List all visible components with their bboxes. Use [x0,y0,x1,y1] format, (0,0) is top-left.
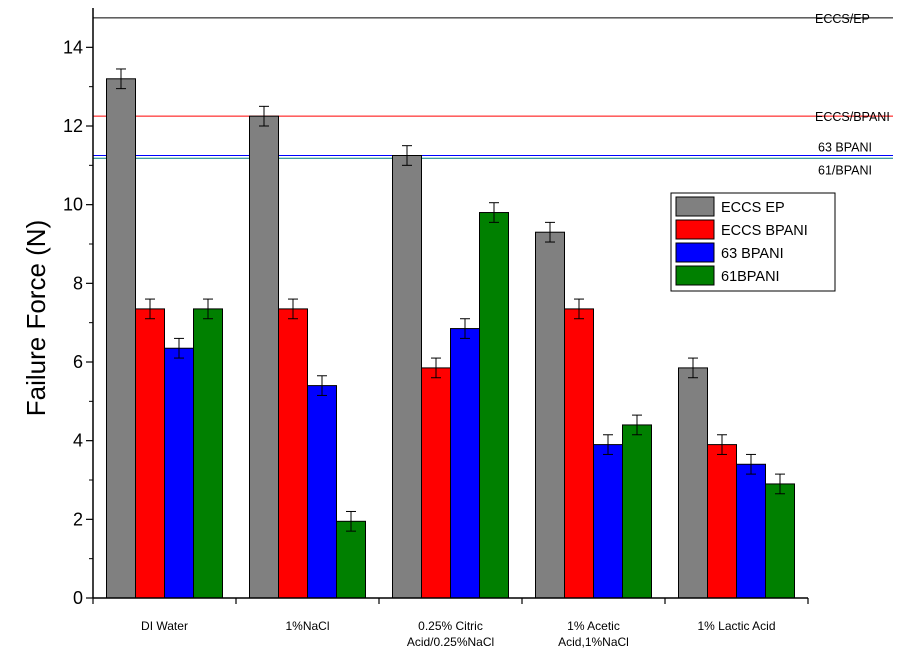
bar [278,308,308,599]
legend-label: 61BPANI [721,269,780,285]
x-category-label: 1% Lactic Acid [697,619,775,633]
y-tick-label: 12 [63,116,83,136]
bar [736,463,766,599]
bar [106,78,136,599]
bar [450,328,480,599]
bar [164,347,194,599]
bar [678,367,708,599]
x-category-label: 1% Acetic Acid,1%NaCl [558,619,629,649]
x-category-label-line: Acid/0.25%NaCl [407,635,494,649]
reference-line-labels: ECCS/EP ECCS/BPANI 63 BPANI 61/BPANI [815,12,890,177]
y-tick-label: 8 [73,273,83,293]
bar [135,308,165,599]
x-category-label-line: 1%NaCl [285,619,329,633]
x-category-label: 0.25% Citric Acid/0.25%NaCl [407,619,494,649]
x-category-label: 1%NaCl [285,619,329,633]
y-tick-label: 6 [73,352,83,372]
bar [307,385,337,599]
axes: 0 2 4 6 8 10 12 14 DI Water 1%NaCl 0.25% Citric Aci… [63,8,809,649]
bar [707,444,737,599]
x-category-label-line: DI Water [141,619,188,633]
bar [392,155,422,599]
reference-lines [93,17,893,159]
reference-line-label: ECCS/BPANI [815,110,890,124]
legend-label: ECCS EP [721,200,785,216]
legend-swatch [675,196,715,217]
y-tick-label: 0 [73,588,83,608]
legend-label: ECCS BPANI [721,223,808,239]
y-tick-label: 14 [63,37,83,57]
bar [249,115,279,599]
x-category-label: DI Water [141,619,188,633]
bars [106,68,795,599]
y-tick-label: 2 [73,509,83,529]
bar [622,424,652,599]
legend-swatch [675,265,715,286]
bar [535,231,565,599]
bar [193,308,223,599]
reference-line-label: 63 BPANI [818,141,872,155]
y-tick-label: 10 [63,195,83,215]
x-category-label-line: 0.25% Citric [418,619,483,633]
legend-swatch [675,242,715,263]
x-category-label-line: Acid,1%NaCl [558,635,629,649]
y-axis-label: Failure Force (N) [21,220,51,416]
bar [336,520,366,599]
reference-line-label: 61/BPANI [818,163,872,177]
bar [421,367,451,599]
x-category-label-line: 1% Acetic [567,619,620,633]
legend: ECCS EP ECCS BPANI 63 BPANI 61BPANI [670,192,836,292]
legend-label: 63 BPANI [721,246,784,262]
legend-swatch [675,219,715,240]
bar [564,308,594,599]
y-tick-label: 4 [73,431,83,451]
bar [593,444,623,599]
x-category-label-line: 1% Lactic Acid [697,619,775,633]
reference-line-label: ECCS/EP [815,12,870,26]
bar [765,483,795,599]
bar [479,212,509,599]
